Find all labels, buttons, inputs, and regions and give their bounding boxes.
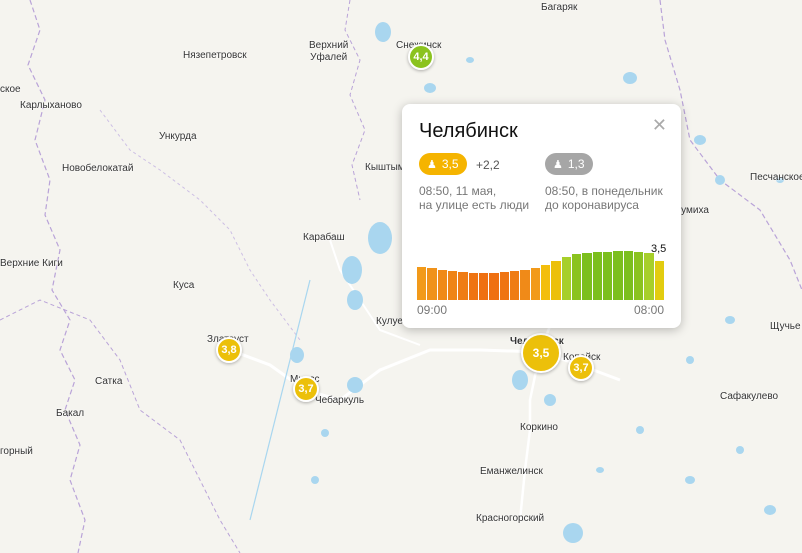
city-label: Коркино: [520, 422, 558, 433]
city-label: горный: [0, 446, 33, 457]
current-note: 08:50, 11 мая, на улице есть люди: [419, 184, 529, 212]
chart-bar: [592, 252, 602, 300]
current-note-line: на улице есть люди: [419, 198, 530, 212]
city-label: Щучье: [770, 321, 801, 332]
city-label: Новобелокатай: [62, 163, 134, 174]
chart-bar: [541, 264, 551, 300]
marker-value: 4,4: [413, 51, 429, 63]
city-label: Сафакулево: [720, 391, 779, 402]
chart-bar: [437, 269, 447, 300]
marker-value: 3,5: [532, 346, 550, 360]
activity-marker[interactable]: 4,4: [408, 44, 434, 70]
chart-bar: [613, 251, 623, 300]
chart-bar: [489, 272, 499, 300]
region-border-north: [344, 0, 366, 201]
chart-bar: [654, 261, 664, 300]
region-border-east: [659, 0, 802, 291]
marker-value: 3,7: [573, 362, 589, 374]
chart-start-label: 09:00: [417, 303, 448, 317]
city-info-popup: Челябинск ✕ ♟ 3,5 +2,2 ♟ 1,3 08:50, 11 м…: [402, 104, 681, 328]
city-label: Багаряк: [541, 2, 578, 13]
activity-marker[interactable]: 3,5: [521, 333, 561, 373]
previous-index-value: 1,3: [567, 157, 585, 171]
chart-end-label: 08:00: [634, 303, 665, 317]
city-label: Красногорский: [476, 513, 545, 524]
chart-bar: [644, 253, 654, 300]
person-icon: ♟: [427, 158, 437, 171]
city-label: Бакал: [56, 408, 85, 419]
previous-note-line: 08:50, в понедельник: [545, 184, 663, 198]
city-label: Сатка: [95, 376, 123, 387]
chart-bar: [427, 268, 437, 300]
marker-value: 3,8: [221, 344, 237, 356]
chart-bar: [510, 270, 520, 300]
city-label: Кулуево: [376, 316, 414, 327]
city-label: Куса: [173, 280, 195, 291]
city-label: Шумиха: [672, 205, 709, 216]
chart-bar: [634, 252, 644, 300]
city-label: Верхние Киги: [0, 258, 63, 269]
chart-bar: [530, 268, 540, 300]
activity-marker[interactable]: 3,7: [293, 376, 319, 402]
region-border-south: [0, 299, 241, 553]
chart-bar: [499, 271, 509, 300]
city-label: ское: [0, 84, 21, 95]
previous-note-line: до коронавируса: [545, 198, 639, 212]
index-delta: +2,2: [476, 158, 500, 172]
city-label: Песчанское: [750, 172, 802, 183]
chart-bar: [448, 270, 458, 300]
lakes: [290, 22, 784, 543]
previous-index-badge: ♟ 1,3: [545, 153, 593, 175]
chart-bar: [603, 252, 613, 300]
current-note-line: 08:50, 11 мая,: [419, 184, 497, 198]
city-label: Еманжелинск: [480, 466, 543, 477]
popup-title: Челябинск: [419, 120, 518, 142]
city-label: Чебаркуль: [315, 395, 365, 406]
chart-bar: [551, 261, 561, 300]
region-border-west: [27, 0, 86, 553]
city-label: Верхний Уфалей: [309, 40, 349, 63]
district-border: [99, 109, 301, 341]
chart-bar: [572, 254, 582, 300]
city-label: Кыштым: [365, 162, 405, 173]
current-index-value: 3,5: [441, 157, 459, 171]
city-label: Ункурда: [159, 131, 197, 142]
chart-bar: [417, 267, 427, 300]
activity-marker[interactable]: 3,7: [568, 355, 594, 381]
activity-marker[interactable]: 3,8: [216, 337, 242, 363]
city-label: Нязепетровск: [183, 50, 247, 61]
city-label: Карлыханово: [20, 100, 82, 111]
chart-bar: [458, 271, 468, 300]
last-value-label: 3,5: [651, 243, 667, 255]
river: [249, 279, 311, 521]
previous-note: 08:50, в понедельник до коронавируса: [545, 184, 663, 212]
person-icon: ♟: [553, 158, 563, 171]
chart-bar: [623, 251, 633, 300]
highway-road: [229, 348, 621, 402]
current-index-badge: ♟ 3,5: [419, 153, 467, 175]
chart-bar: [582, 253, 592, 300]
chart-bar: [468, 272, 478, 300]
city-label: Карабаш: [303, 232, 345, 243]
close-icon[interactable]: ✕: [651, 115, 667, 135]
chart-bar: [561, 256, 571, 300]
chart-bar: [479, 272, 489, 300]
south-road: [518, 351, 542, 521]
hourly-activity-chart: [417, 247, 665, 300]
marker-value: 3,7: [298, 383, 314, 395]
chart-bar: [520, 269, 530, 300]
